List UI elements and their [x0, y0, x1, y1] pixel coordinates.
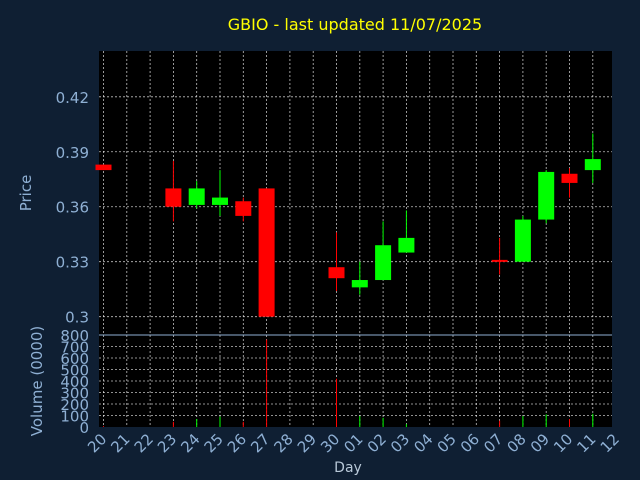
candle-body [235, 201, 252, 216]
volume-tick-label: 400 [60, 373, 89, 391]
volume-tick-label: 500 [60, 362, 89, 380]
candle-body [561, 173, 578, 183]
price-axis-label: Price [17, 175, 35, 212]
candles [95, 133, 601, 317]
x-axis: 2021222324252627282930010203040506070809… [84, 430, 623, 456]
price-tick-label: 0.42 [56, 89, 89, 107]
candle-body [212, 197, 228, 205]
candle-body [328, 267, 345, 279]
candle-body [95, 164, 112, 171]
volume-tick-label: 0 [79, 419, 89, 437]
candle-body [165, 188, 182, 207]
volume-axis-label: Volume (0000) [28, 326, 46, 436]
candle-body [514, 219, 531, 262]
chart-title: GBIO - last updated 11/07/2025 [228, 15, 482, 34]
candle-body [491, 259, 508, 262]
price-tick-label: 0.36 [56, 199, 89, 217]
price-tick-label: 0.33 [56, 254, 89, 272]
candle-body [188, 188, 205, 205]
volume-tick-label: 200 [60, 396, 89, 414]
price-y-axis: 0.42 0.39 0.36 0.33 0.3 [56, 89, 89, 327]
candle-body [584, 159, 601, 171]
candle-body [351, 280, 368, 288]
candle-body [398, 237, 415, 253]
price-tick-label: 0.3 [65, 309, 89, 327]
price-plot-area [99, 51, 612, 335]
price-tick-label: 0.39 [56, 144, 89, 162]
volume-tick-label: 100 [60, 408, 89, 426]
volume-tick-label: 700 [60, 339, 89, 357]
x-axis-label: Day [334, 460, 362, 476]
candle-body [375, 245, 392, 281]
candle-body [258, 188, 275, 317]
volume-grid [99, 335, 612, 427]
volume-tick-label: 300 [60, 385, 89, 403]
volume-tick-label: 600 [60, 350, 89, 368]
volume-tick-label: 800 [60, 327, 89, 345]
volume-bars [103, 339, 594, 427]
candle-body [538, 171, 555, 220]
